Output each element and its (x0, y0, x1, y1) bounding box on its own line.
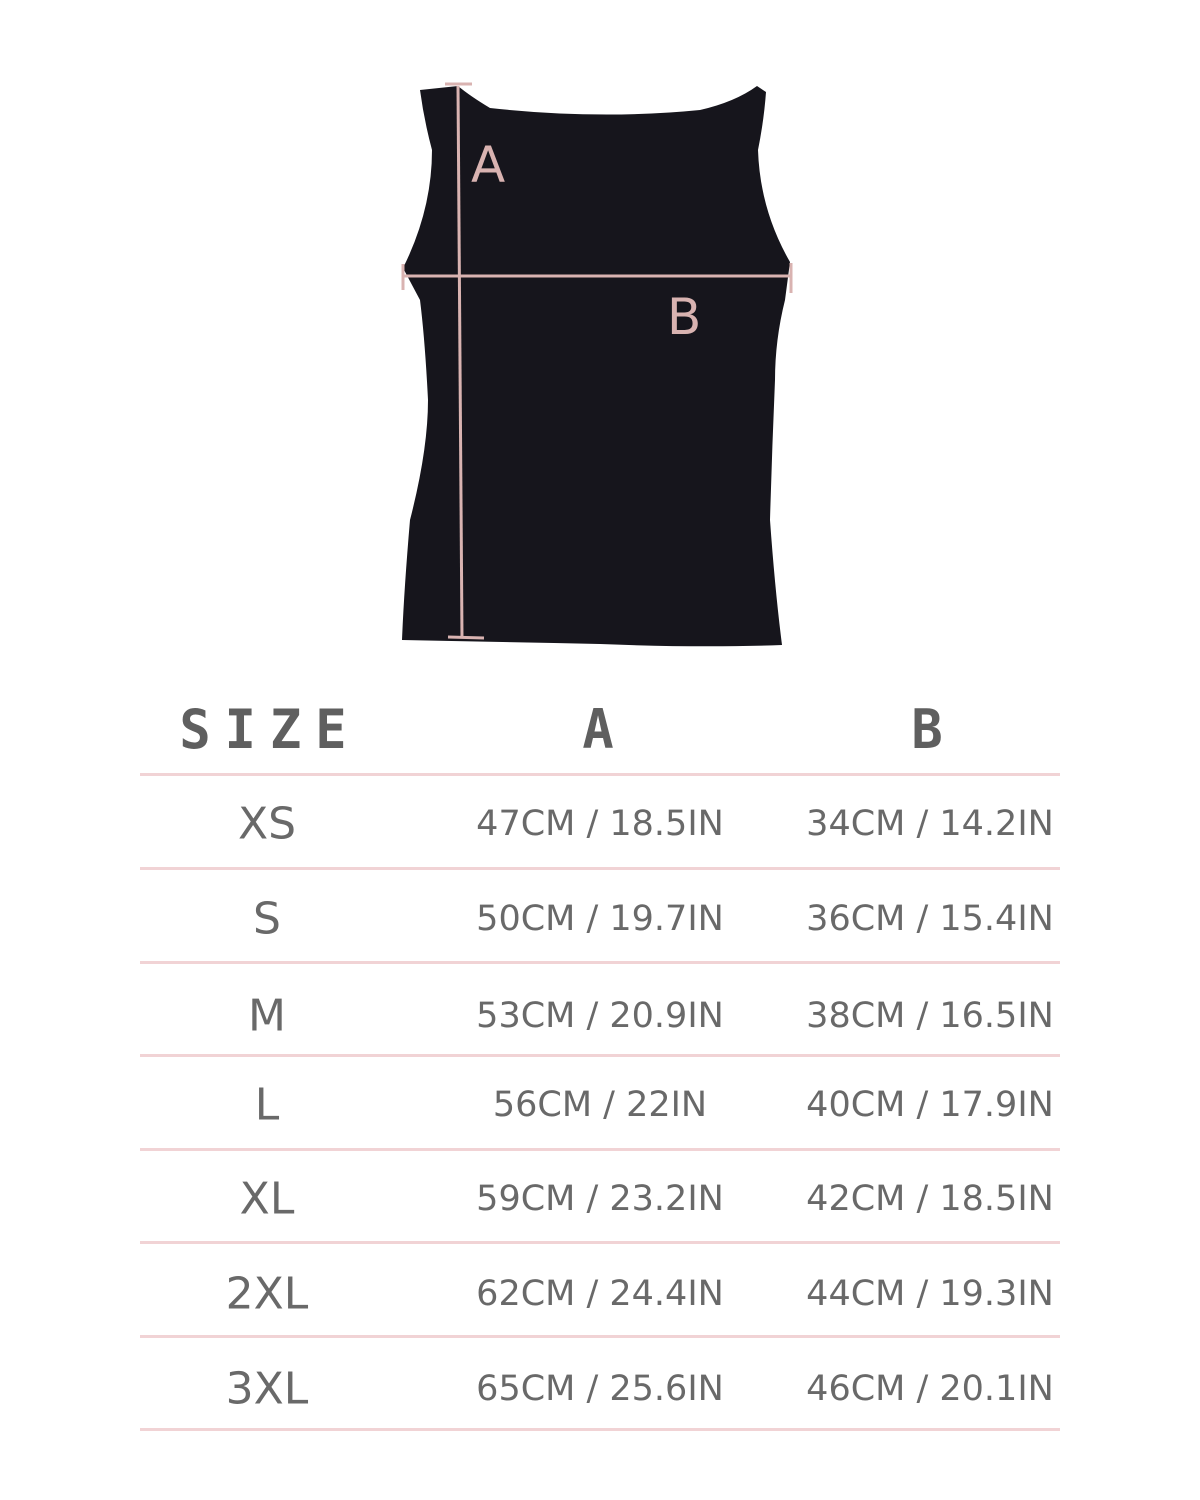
divider (140, 1148, 1060, 1151)
measurement-b-cell: 42CM / 18.5IN (806, 1179, 1054, 1219)
divider (140, 867, 1060, 870)
measurement-b-cell: 36CM / 15.4IN (806, 899, 1054, 939)
tank-top-image (402, 86, 790, 647)
size-cell: 2XL (225, 1268, 309, 1320)
measurement-a-cell: 59CM / 23.2IN (476, 1179, 724, 1219)
divider (140, 1241, 1060, 1244)
measurement-b-cell: 46CM / 20.1IN (806, 1369, 1054, 1409)
label-a: A (471, 136, 505, 194)
header-size: SIZE (179, 698, 361, 762)
size-cell: M (248, 990, 286, 1042)
measurement-a-cell: 65CM / 25.6IN (476, 1369, 724, 1409)
measurement-b-cell: 38CM / 16.5IN (806, 996, 1054, 1036)
measurement-b-cell: 44CM / 19.3IN (806, 1274, 1054, 1314)
measurement-a-cell: 47CM / 18.5IN (476, 804, 724, 844)
size-cell: 3XL (225, 1363, 309, 1415)
divider (140, 961, 1060, 964)
measurement-b-cell: 34CM / 14.2IN (806, 804, 1054, 844)
measurement-a-cell: 62CM / 24.4IN (476, 1274, 724, 1314)
header-b: B (911, 698, 943, 762)
label-b: B (667, 288, 701, 346)
divider (140, 773, 1060, 776)
measurement-a-cell: 50CM / 19.7IN (476, 899, 724, 939)
measurement-b-cell: 40CM / 17.9IN (806, 1085, 1054, 1125)
divider (140, 1335, 1060, 1338)
size-cell: XL (239, 1173, 295, 1225)
measure-line-a (456, 85, 464, 639)
tank-top-measurement-diagram: A B (401, 82, 793, 647)
size-cell: XS (237, 798, 297, 850)
measurement-a-cell: 56CM / 22IN (492, 1085, 708, 1125)
divider (140, 1054, 1060, 1057)
size-cell: L (254, 1079, 280, 1131)
measurement-a-cell: 53CM / 20.9IN (476, 996, 724, 1036)
size-cell: S (253, 893, 281, 945)
measure-lines (401, 82, 793, 640)
header-a: A (582, 698, 614, 762)
divider (140, 1428, 1060, 1431)
